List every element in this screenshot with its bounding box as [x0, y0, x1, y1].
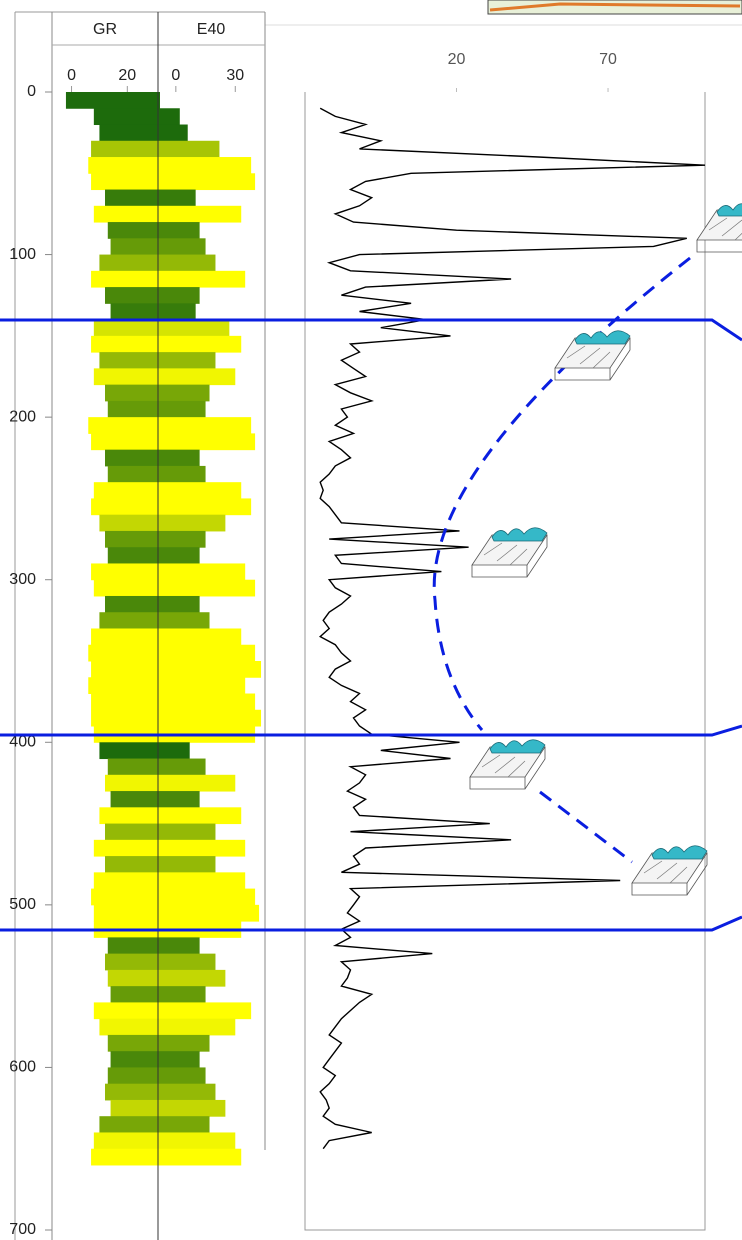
log-sample	[105, 823, 216, 841]
depth-tick-label: 500	[9, 896, 36, 913]
x-tick-label: 70	[599, 51, 617, 68]
track-name: E40	[197, 21, 226, 38]
log-curve	[318, 107, 706, 1150]
log-sample	[110, 1099, 226, 1117]
log-sample	[105, 856, 216, 873]
log-sample	[91, 498, 252, 516]
log-sample	[93, 872, 246, 890]
track-name: GR	[93, 21, 117, 38]
depth-tick-label: 100	[9, 246, 36, 263]
log-sample	[91, 661, 262, 678]
log-sample	[105, 774, 236, 792]
log-sample	[91, 270, 246, 288]
log-sample	[107, 547, 200, 564]
log-sample	[107, 969, 226, 987]
block-diagram	[469, 739, 546, 790]
log-sample	[91, 709, 262, 727]
log-sample	[93, 482, 242, 499]
track-tick-label: 0	[67, 67, 76, 84]
log-sample	[105, 449, 200, 467]
log-sample	[91, 433, 256, 451]
trend-arrow	[432, 256, 691, 731]
log-sample	[99, 807, 242, 825]
log-sample	[99, 514, 226, 532]
log-sample	[88, 677, 246, 695]
track-tick-label: 20	[118, 67, 136, 84]
x-tick-label: 20	[448, 51, 466, 68]
log-sample	[107, 937, 200, 955]
log-sample	[107, 1067, 206, 1085]
log-sample	[91, 335, 242, 353]
track-tick-label: 0	[171, 67, 180, 84]
depth-tick-label: 400	[9, 734, 36, 751]
depth-tick-label: 700	[9, 1221, 36, 1238]
log-sample	[93, 108, 180, 126]
log-sample	[99, 124, 188, 142]
frame	[304, 92, 706, 1231]
log-sample	[105, 287, 200, 304]
track-tick-label: 30	[226, 67, 244, 84]
log-sample	[91, 693, 256, 711]
log-sample	[107, 1034, 210, 1052]
depth-tick-label: 300	[9, 571, 36, 588]
log-sample	[88, 157, 252, 174]
surface-line	[0, 915, 742, 932]
log-sample	[91, 140, 220, 158]
log-sample	[93, 904, 260, 922]
log-sample	[105, 384, 210, 402]
log-sample	[110, 1051, 200, 1068]
log-sample	[110, 791, 200, 808]
log-sample	[65, 92, 160, 109]
log-sample	[99, 742, 190, 760]
log-sample	[105, 530, 206, 548]
interpretation	[0, 202, 742, 932]
log-sample	[93, 1132, 236, 1150]
log-fill	[65, 92, 262, 1166]
log-sample	[99, 352, 216, 369]
log-sample	[93, 579, 256, 597]
log-sample	[93, 319, 230, 337]
depth-tick-label: 0	[27, 83, 36, 100]
depth-tick-label: 200	[9, 408, 36, 425]
log-sample	[99, 612, 210, 629]
log-sample	[93, 839, 246, 857]
log-sample	[107, 465, 206, 483]
log-sample	[105, 1083, 216, 1101]
block-diagram	[471, 527, 548, 578]
log-sample	[105, 953, 216, 971]
log-sample	[93, 1002, 252, 1020]
log-sample	[105, 595, 200, 613]
block-diagram	[696, 202, 742, 253]
log-sample	[91, 173, 256, 191]
surface-line	[0, 318, 742, 342]
log-sample	[88, 417, 252, 434]
log-sample	[99, 1116, 210, 1133]
thumbnail-detail	[489, 2, 741, 12]
log-sample	[99, 1018, 236, 1036]
surface-line	[0, 724, 742, 737]
curve-track: 20 70	[304, 51, 706, 1231]
log-sample	[91, 563, 246, 581]
log-sample	[105, 189, 196, 207]
log-sample	[91, 1148, 242, 1166]
log-sample	[99, 254, 216, 272]
log-sample	[93, 368, 236, 386]
log-sample	[107, 400, 206, 418]
log-sample	[88, 644, 256, 662]
log-sample	[110, 303, 196, 321]
log-sample	[107, 758, 206, 776]
log-sample	[91, 628, 242, 646]
depth-tick-label: 600	[9, 1059, 36, 1076]
block-diagram	[554, 330, 631, 381]
trend-arrow	[539, 790, 633, 864]
log-sample	[107, 222, 200, 239]
block-diagram	[631, 845, 708, 896]
log-sample	[93, 205, 242, 223]
log-sample	[91, 888, 256, 906]
